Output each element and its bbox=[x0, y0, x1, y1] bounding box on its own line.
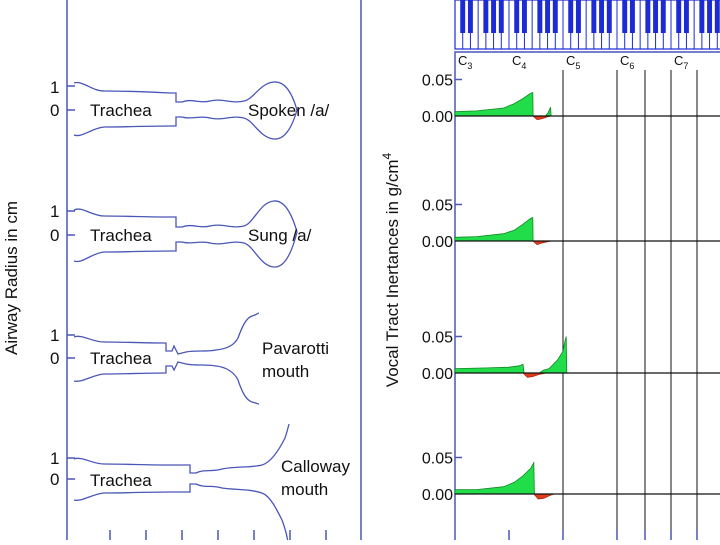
profile-label-line-2: mouth bbox=[262, 362, 309, 381]
airway-outline-lower bbox=[73, 483, 289, 543]
black-key bbox=[599, 0, 605, 33]
airway-profile-calloway: 1 0 Trachea Calloway mouth bbox=[50, 423, 350, 543]
black-key bbox=[707, 0, 713, 33]
tick-zero-label: 0 bbox=[50, 101, 59, 120]
black-key bbox=[622, 0, 628, 33]
y-tick-label: 0.00 bbox=[422, 234, 453, 251]
trachea-label: Trachea bbox=[90, 101, 152, 120]
airway-outline-upper bbox=[73, 312, 260, 355]
black-key bbox=[521, 0, 527, 33]
note-label-sub: 6 bbox=[629, 61, 634, 71]
airway-bottom-ticks bbox=[109, 530, 327, 540]
y-tick-label: 0.05 bbox=[422, 330, 453, 347]
airway-panel: Airway Radius in cm 1 0 Trachea Spoken /… bbox=[2, 0, 362, 544]
note-labels: C3 C4 C5 C6 C7 bbox=[458, 53, 688, 71]
inertance-panel: C3 C4 C5 C6 C7 0.050.000.050.000.050.000.050… bbox=[380, 0, 720, 545]
inertance-series bbox=[454, 336, 568, 378]
note-label: C5 bbox=[566, 53, 580, 71]
airway-profile-spoken: 1 0 Trachea Spoken /a/ bbox=[50, 78, 330, 140]
y-tick-label: 0.00 bbox=[422, 109, 453, 126]
negative-area bbox=[522, 372, 547, 378]
black-key bbox=[483, 0, 489, 33]
airway-outline-upper bbox=[73, 423, 290, 474]
note-label-sub: 5 bbox=[575, 61, 580, 71]
airway-profile-sung: 1 0 Trachea Sung /a/ bbox=[50, 200, 312, 268]
black-key bbox=[552, 0, 558, 33]
profile-label: Spoken /a/ bbox=[248, 101, 330, 120]
black-key bbox=[629, 0, 635, 33]
black-key bbox=[653, 0, 659, 33]
airway-outline-lower bbox=[73, 231, 298, 268]
zero-baselines bbox=[455, 115, 720, 495]
tick-one-label: 1 bbox=[50, 449, 59, 468]
black-key bbox=[660, 0, 666, 33]
black-key bbox=[514, 0, 520, 33]
black-key bbox=[460, 0, 466, 33]
tick-one-label: 1 bbox=[50, 326, 59, 345]
positive-area bbox=[454, 363, 525, 374]
airway-outline-upper bbox=[73, 81, 298, 111]
black-key bbox=[606, 0, 612, 33]
tick-one-label: 1 bbox=[50, 202, 59, 221]
inertance-areas bbox=[454, 92, 568, 500]
black-key bbox=[575, 0, 581, 33]
airway-outline-lower bbox=[73, 109, 298, 140]
note-label-sub: 4 bbox=[521, 61, 526, 71]
positive-area bbox=[454, 217, 534, 242]
y-tick-label: 0.05 bbox=[422, 198, 453, 215]
black-key bbox=[676, 0, 682, 33]
black-key bbox=[699, 0, 705, 33]
airway-ylabel: Airway Radius in cm bbox=[2, 201, 21, 355]
note-label: C6 bbox=[620, 53, 634, 71]
black-key bbox=[491, 0, 497, 33]
note-label: C3 bbox=[458, 53, 472, 71]
positive-area bbox=[454, 461, 535, 495]
positive-area bbox=[454, 92, 534, 117]
airway-profile-pavarotti: 1 0 Trachea Pavarotti mouth bbox=[50, 312, 329, 405]
black-key bbox=[537, 0, 543, 33]
airway-outline-upper bbox=[73, 200, 298, 233]
y-tick-label: 0.00 bbox=[422, 366, 453, 383]
note-label: C7 bbox=[674, 53, 688, 71]
positive-area-extra bbox=[544, 107, 552, 117]
black-key bbox=[714, 0, 720, 33]
inertance-ylabel-sup: 4 bbox=[380, 152, 394, 159]
airway-outline-lower bbox=[73, 361, 260, 405]
note-label-sub: 3 bbox=[467, 61, 472, 71]
inertance-ylabel-main: Vocal Tract Inertances in g/cm bbox=[383, 159, 402, 387]
black-key bbox=[498, 0, 504, 33]
trachea-label: Trachea bbox=[90, 226, 152, 245]
trachea-label: Trachea bbox=[90, 471, 152, 490]
negative-area bbox=[533, 493, 555, 500]
y-tick-labels: 0.05 0.00 0.05 0.00 0.05 0.00 0.05 0.00 bbox=[422, 73, 462, 504]
profile-label-line-1: Pavarotti bbox=[262, 339, 329, 358]
black-key bbox=[467, 0, 473, 33]
profile-label-line-1: Calloway bbox=[281, 457, 350, 476]
black-key bbox=[568, 0, 574, 33]
positive-area-extra bbox=[537, 336, 568, 374]
tick-zero-label: 0 bbox=[50, 349, 59, 368]
piano-keyboard bbox=[454, 0, 720, 50]
y-tick-label: 0.00 bbox=[422, 487, 453, 504]
inertance-panel-frame bbox=[454, 51, 720, 545]
y-tick-label: 0.05 bbox=[422, 451, 453, 468]
tick-one-label: 1 bbox=[50, 78, 59, 97]
profile-label-line-2: mouth bbox=[281, 480, 328, 499]
trachea-label: Trachea bbox=[90, 349, 152, 368]
inertance-ylabel: Vocal Tract Inertances in g/cm4 bbox=[380, 152, 402, 387]
black-key bbox=[683, 0, 689, 33]
black-key bbox=[545, 0, 551, 33]
y-tick-label: 0.05 bbox=[422, 73, 453, 90]
tick-zero-label: 0 bbox=[50, 226, 59, 245]
black-key bbox=[645, 0, 651, 33]
note-label: C4 bbox=[512, 53, 526, 71]
octave-gridlines bbox=[562, 70, 698, 530]
black-key bbox=[591, 0, 597, 33]
profile-label: Sung /a/ bbox=[248, 226, 312, 245]
note-label-sub: 7 bbox=[683, 61, 688, 71]
tick-zero-label: 0 bbox=[50, 470, 59, 489]
inertance-bottom-ticks bbox=[508, 530, 698, 540]
